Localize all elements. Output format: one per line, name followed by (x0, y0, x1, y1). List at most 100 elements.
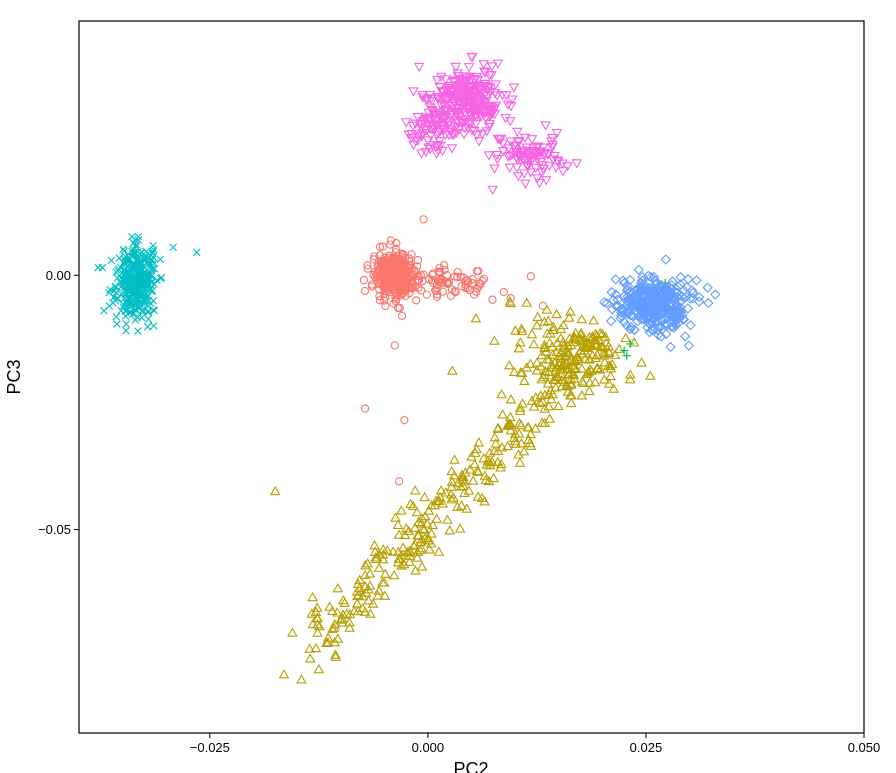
scatter-point (140, 289, 149, 298)
scatter-point (417, 523, 429, 533)
scatter-point (596, 341, 608, 352)
scatter-point (590, 352, 602, 362)
scatter-point (121, 312, 130, 320)
scatter-point (479, 496, 490, 506)
scatter-point (391, 297, 401, 306)
scatter-point (109, 299, 117, 307)
scatter-point (461, 276, 470, 286)
scatter-point (134, 236, 143, 244)
scatter-point (381, 545, 393, 555)
scatter-point (568, 369, 580, 380)
scatter-point (416, 561, 428, 571)
points-layer (94, 52, 721, 684)
scatter-point (629, 324, 640, 336)
scatter-point (492, 155, 503, 165)
scatter-point (114, 267, 122, 275)
scatter-point (436, 101, 447, 111)
scatter-point (652, 309, 663, 320)
scatter-point (269, 485, 281, 496)
scatter-point (478, 60, 489, 70)
scatter-point (413, 130, 425, 140)
scatter-point (532, 142, 544, 152)
scatter-point (122, 326, 130, 335)
scatter-point (694, 296, 705, 307)
scatter-point (313, 663, 325, 674)
scatter-point (407, 500, 419, 511)
scatter-point (445, 81, 457, 92)
scatter-point (526, 135, 538, 145)
x-tick-label: −0.025 (190, 740, 230, 755)
scatter-point (669, 312, 680, 323)
scatter-point (412, 296, 421, 305)
scatter-point (137, 265, 146, 273)
scatter-point (386, 240, 395, 249)
scatter-point (134, 251, 142, 260)
scatter-point (396, 560, 407, 570)
x-tick-label: 0.050 (848, 740, 881, 755)
scatter-point (552, 157, 564, 167)
scatter-point (516, 148, 527, 159)
scatter-point (652, 298, 664, 309)
scatter-point (121, 277, 129, 286)
scatter-point (565, 378, 577, 388)
scatter-point (624, 374, 636, 384)
scatter-point (514, 402, 526, 412)
scatter-point (359, 581, 371, 591)
scatter-point (474, 282, 483, 291)
scatter-point (667, 292, 679, 304)
scatter-point (662, 302, 673, 314)
scatter-point (464, 82, 476, 92)
scatter-point (139, 308, 147, 317)
scatter-point (560, 350, 572, 361)
scatter-point (94, 263, 102, 272)
scatter-point (457, 471, 469, 482)
scatter-point (322, 632, 334, 642)
scatter-point (506, 294, 515, 303)
scatter-point (484, 447, 496, 457)
scatter-point (412, 136, 424, 147)
scatter-point (510, 325, 521, 335)
scatter-point (423, 505, 435, 515)
scatter-point (576, 313, 588, 324)
x-tick-label: 0.025 (630, 740, 663, 755)
scatter-point (480, 82, 491, 92)
scatter-point (454, 91, 465, 102)
scatter-point (556, 380, 568, 391)
scatter-point (491, 150, 503, 161)
scatter-point (521, 297, 533, 307)
scatter-point (542, 378, 554, 388)
scatter-point (525, 168, 537, 178)
scatter-point (169, 243, 177, 252)
scatter-point (119, 301, 128, 310)
scatter-point (123, 273, 131, 282)
scatter-point (435, 72, 447, 83)
scatter-point (496, 441, 508, 452)
scatter-point (306, 608, 318, 618)
scatter-point (364, 580, 376, 590)
scatter-point (509, 428, 521, 438)
scatter-point (417, 91, 428, 101)
scatter-point (473, 106, 485, 116)
scatter-point (465, 118, 477, 128)
scatter-point (410, 119, 421, 129)
scatter-point (362, 558, 373, 568)
scatter-point (433, 284, 442, 293)
scatter-point (446, 476, 458, 486)
scatter-point (451, 109, 462, 119)
scatter-point (466, 52, 477, 63)
scatter-point (511, 163, 523, 173)
scatter-point (393, 529, 405, 539)
scatter-point (543, 366, 554, 377)
scatter-point (437, 87, 449, 97)
scatter-point (584, 364, 596, 374)
scatter-point (390, 512, 401, 522)
scatter-point (615, 304, 626, 315)
scatter-point (655, 331, 667, 342)
scatter-point (450, 62, 462, 73)
scatter-point (562, 380, 573, 391)
scatter-point (490, 438, 502, 448)
scatter-point (534, 178, 545, 189)
scatter-point (150, 322, 158, 330)
scatter-point (414, 275, 423, 285)
scatter-point (492, 422, 504, 432)
